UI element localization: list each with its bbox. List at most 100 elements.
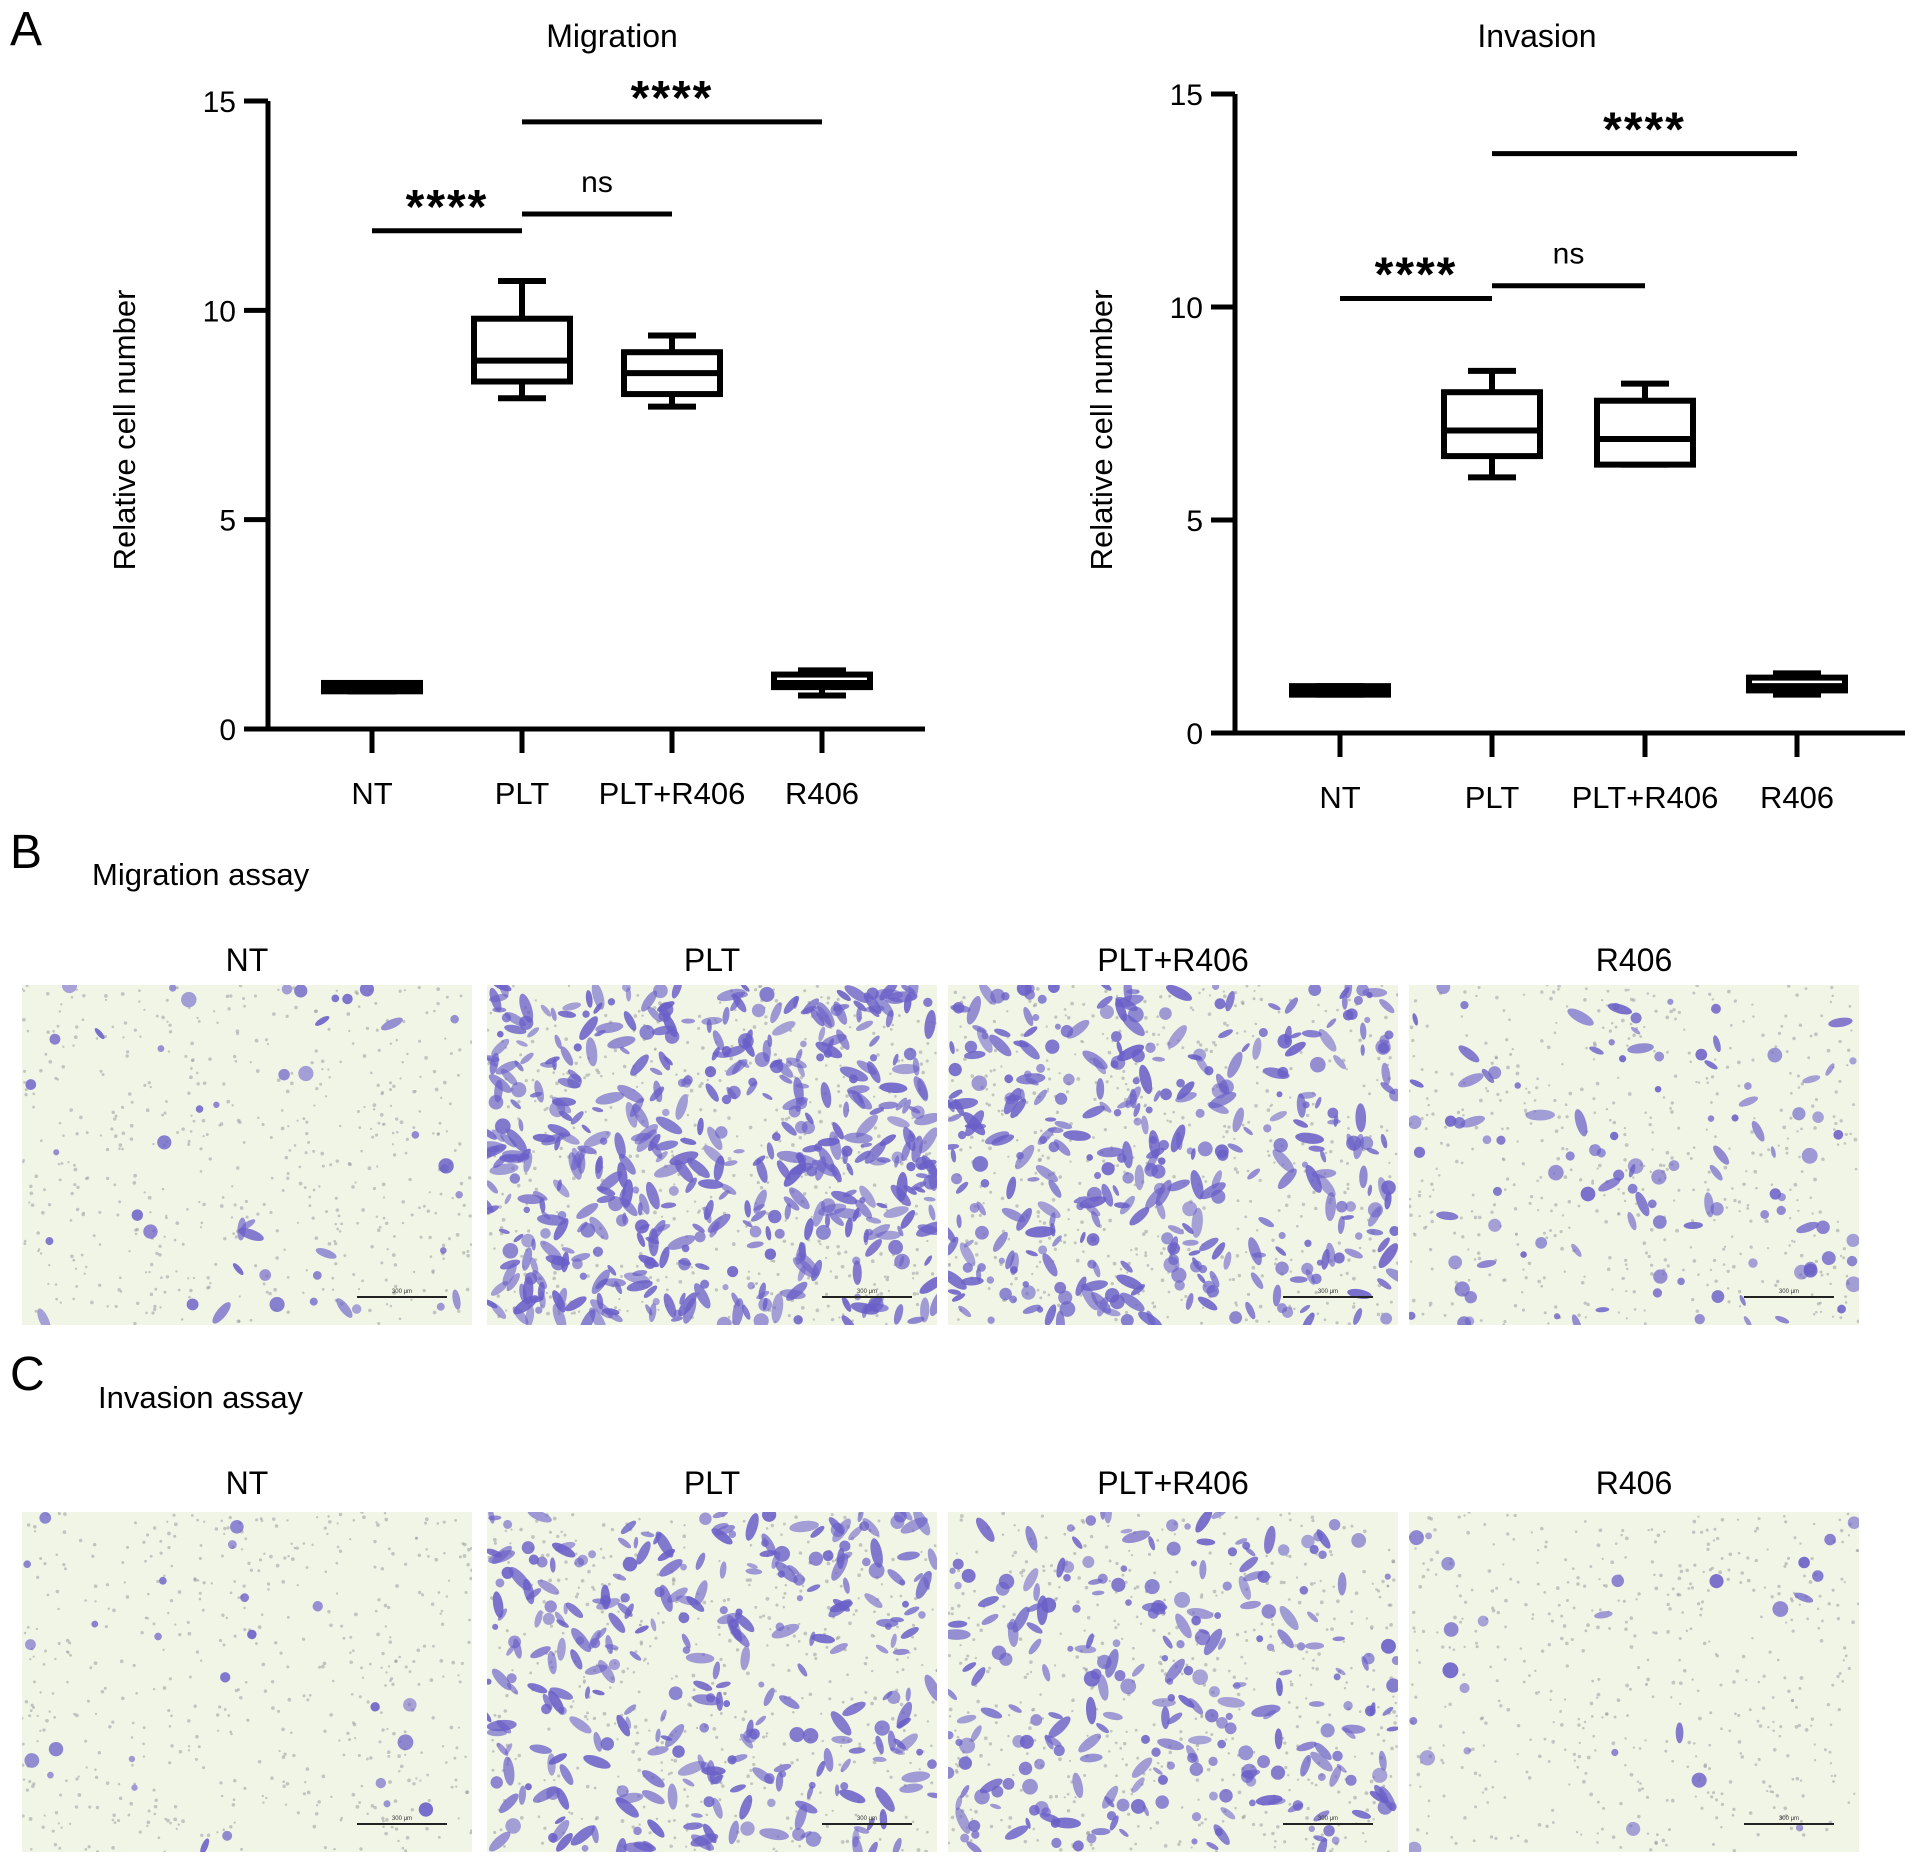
stained-cell	[1574, 1109, 1588, 1137]
pore-dot	[767, 1616, 772, 1620]
stained-cell	[701, 1016, 723, 1025]
pore-dot	[1223, 1021, 1227, 1026]
stained-cell	[916, 1748, 924, 1756]
pore-dot	[890, 1595, 893, 1598]
pore-dot	[1322, 1589, 1326, 1593]
stained-cell	[793, 1315, 803, 1325]
pore-dot	[142, 1755, 146, 1758]
pore-dot	[72, 1258, 76, 1262]
stained-cell	[726, 1615, 742, 1642]
pore-dot	[1124, 1310, 1129, 1315]
pore-dot	[1592, 1041, 1597, 1045]
pore-dot	[237, 1319, 241, 1323]
pore-dot	[432, 1132, 435, 1135]
pore-dot	[62, 1134, 65, 1137]
pore-dot	[349, 1651, 352, 1654]
stained-cell	[1337, 1215, 1345, 1235]
pore-dot	[710, 1681, 715, 1685]
pore-dot	[67, 1161, 70, 1164]
stained-cell	[920, 1297, 930, 1323]
pore-dot	[1665, 1150, 1670, 1155]
pore-dot	[1197, 1798, 1200, 1801]
pore-dot	[686, 1210, 689, 1213]
stained-cell	[862, 1557, 871, 1567]
pore-dot	[314, 1236, 319, 1240]
pore-dot	[467, 1640, 471, 1644]
pore-dot	[389, 1304, 393, 1308]
pore-dot	[1643, 1309, 1646, 1312]
pore-dot	[825, 1824, 829, 1828]
pore-dot	[1578, 1178, 1583, 1182]
pore-dot	[1496, 1092, 1500, 1096]
pore-dot	[1033, 1738, 1037, 1742]
stained-cell	[547, 1650, 557, 1675]
stained-cell	[583, 1130, 611, 1148]
pore-dot	[444, 1037, 447, 1040]
pore-dot	[1738, 1305, 1742, 1308]
pore-dot	[853, 1014, 857, 1017]
significance-label: ns	[581, 166, 613, 199]
stained-cell	[539, 1197, 546, 1213]
pore-dot	[113, 1134, 118, 1138]
pore-dot	[574, 1539, 578, 1542]
pore-dot	[909, 1761, 912, 1765]
pore-dot	[536, 1069, 540, 1073]
pore-dot	[223, 1237, 227, 1241]
pore-dot	[1372, 1800, 1376, 1805]
stained-cell	[1176, 1078, 1185, 1088]
pore-dot	[196, 1016, 199, 1020]
pore-dot	[1106, 1254, 1110, 1258]
pore-dot	[639, 1642, 643, 1646]
pore-dot	[620, 1264, 624, 1268]
stained-cell	[900, 1209, 916, 1229]
stained-cell	[573, 1043, 582, 1052]
pore-dot	[36, 1231, 40, 1235]
stained-cell	[1120, 1260, 1133, 1273]
stained-cell	[616, 1714, 631, 1737]
pore-dot	[840, 1157, 843, 1160]
pore-dot	[412, 1270, 416, 1274]
pore-dot	[1144, 1016, 1148, 1020]
significance-bracket: ns	[522, 166, 672, 217]
pore-dot	[1650, 1272, 1654, 1276]
pore-dot	[989, 1069, 993, 1073]
pore-dot	[1347, 1127, 1350, 1130]
pore-dot	[431, 1270, 435, 1274]
stained-cell	[523, 1206, 531, 1214]
pore-dot	[593, 1786, 597, 1790]
stained-cell	[312, 1271, 322, 1280]
pore-dot	[25, 1788, 29, 1792]
pore-dot	[826, 1304, 830, 1308]
pore-dot	[376, 1083, 380, 1088]
pore-dot	[314, 1009, 318, 1013]
pore-dot	[1475, 994, 1478, 998]
pore-dot	[505, 1693, 509, 1698]
pore-dot	[188, 1006, 191, 1010]
stained-cell	[1667, 998, 1674, 1005]
stained-cell	[1379, 998, 1395, 1014]
pore-dot	[189, 1075, 193, 1080]
pore-dot	[686, 1795, 689, 1798]
pore-dot	[349, 1635, 353, 1639]
pore-dot	[406, 1052, 409, 1056]
pore-dot	[458, 1048, 462, 1052]
pore-dot	[187, 1277, 190, 1280]
pore-dot	[111, 1025, 115, 1029]
pore-dot	[1639, 1035, 1643, 1038]
pore-dot	[702, 1600, 707, 1605]
pore-dot	[1368, 1092, 1372, 1096]
pore-dot	[360, 1149, 363, 1153]
pore-dot	[1288, 1554, 1292, 1559]
pore-dot	[190, 1059, 194, 1063]
pore-dot	[111, 1110, 115, 1115]
pore-dot	[1277, 1209, 1281, 1213]
pore-dot	[1191, 1008, 1195, 1012]
stained-cell	[1833, 1129, 1844, 1140]
pore-dot	[1634, 1202, 1638, 1205]
pore-dot	[47, 1202, 52, 1207]
pore-dot	[1632, 1033, 1636, 1038]
pore-dot	[392, 1153, 397, 1157]
pore-dot	[408, 1670, 412, 1674]
pore-dot	[1471, 1193, 1475, 1197]
pore-dot	[1617, 1188, 1620, 1191]
